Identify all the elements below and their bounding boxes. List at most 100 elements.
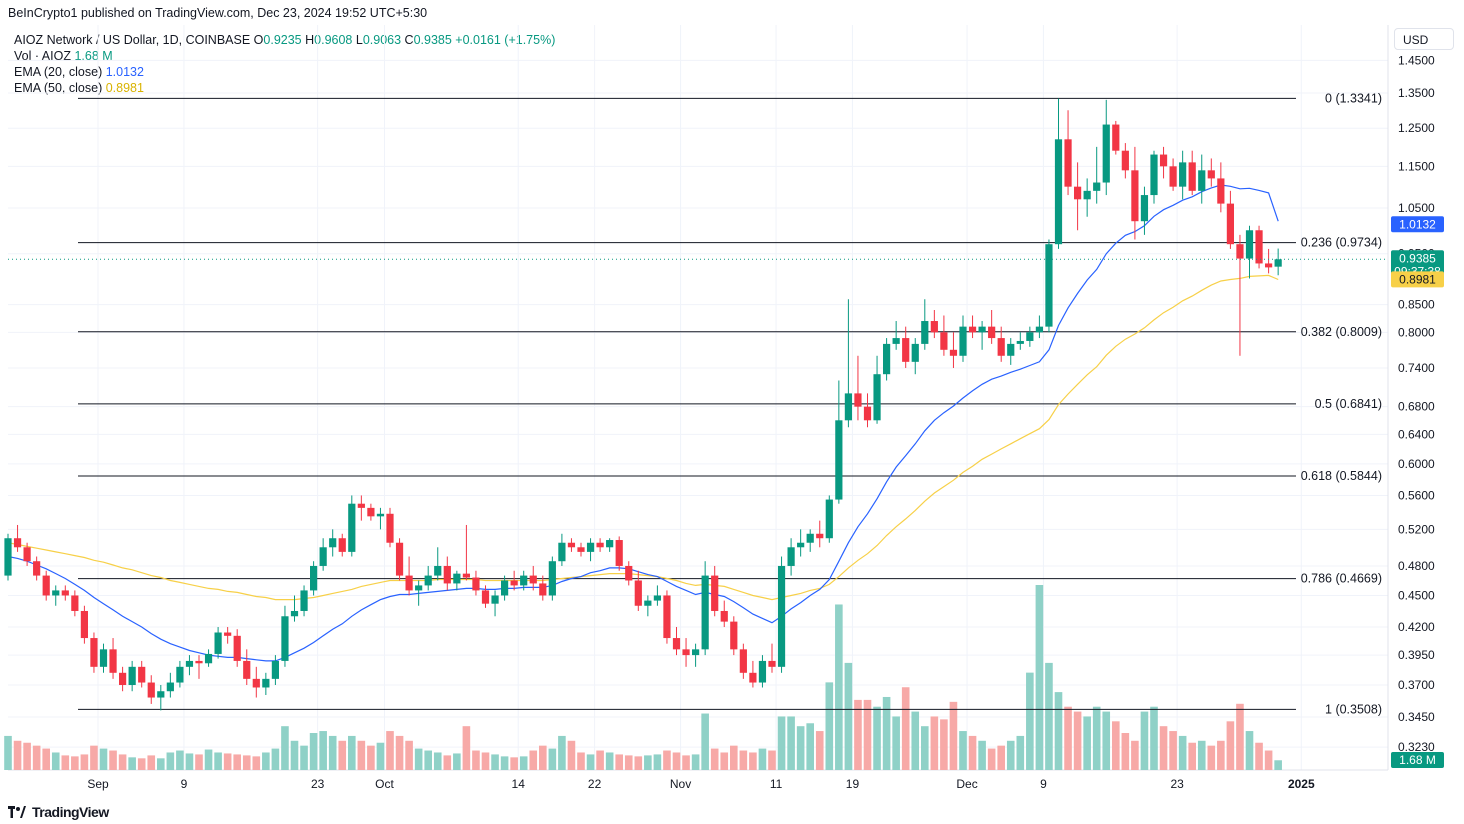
volume-bar (1121, 733, 1130, 770)
time-tick-label: 23 (311, 777, 325, 791)
ema20-badge-text: 1.0132 (1399, 217, 1436, 231)
time-tick-label: 9 (181, 777, 188, 791)
open-value: 0.9235 (263, 33, 302, 47)
volume-bar (1102, 711, 1111, 770)
candle-body (233, 635, 241, 661)
volume-bar (835, 604, 843, 770)
candle-body (539, 583, 547, 596)
volume-bar (1226, 721, 1235, 770)
close-label: C (404, 33, 414, 47)
candle-body (348, 503, 356, 552)
volume-bar (968, 735, 977, 770)
volume-badge-box (1391, 752, 1444, 768)
volume-bar (443, 755, 452, 770)
legend-volume-row[interactable]: Vol · AIOZ 1.68 M (14, 48, 555, 64)
ema20-badge-box (1391, 216, 1444, 233)
candle-body (491, 595, 499, 604)
candle-body (663, 595, 671, 639)
candle-body (606, 540, 614, 548)
candle-body (711, 575, 719, 611)
candle-body (739, 649, 747, 673)
low-value: 0.9063 (362, 33, 402, 47)
candle-body (997, 338, 1005, 356)
volume-bar (730, 745, 738, 770)
volume-bar (433, 752, 442, 770)
published-line: BeInCrypto1 published on TradingView.com… (8, 6, 428, 20)
price-tick-label: 0.3700 (1398, 678, 1435, 692)
volume-bar (539, 745, 547, 770)
volume-bar (806, 723, 814, 770)
candle-body (653, 595, 661, 601)
volume-bar (739, 750, 748, 770)
candle-body (949, 349, 958, 356)
price-tick-label: 0.6400 (1398, 427, 1435, 441)
volume-bar (376, 742, 385, 770)
candle-body (596, 542, 604, 548)
candle-body (1255, 230, 1263, 264)
price-tick-label: 0.4200 (1398, 620, 1435, 634)
volume-bar (720, 752, 729, 770)
volume-bar (137, 758, 146, 770)
ema50-label: EMA (50, close) (14, 81, 103, 95)
candle-body (930, 321, 938, 333)
candle-body (1102, 124, 1110, 183)
volume-bar (252, 756, 261, 770)
volume-bar (242, 755, 251, 770)
volume-bar (987, 748, 996, 770)
candle-body (33, 561, 41, 576)
candle-body (453, 573, 461, 584)
time-tick-label: 2025 (1288, 777, 1315, 791)
price-tick-label: 0.4800 (1398, 559, 1435, 573)
volume-bar (844, 662, 853, 770)
volume-bar (1064, 706, 1072, 770)
candle-body (1054, 139, 1063, 245)
candle-body (23, 547, 31, 562)
candle-body (329, 538, 337, 548)
volume-bar (128, 757, 136, 770)
price-tick-label: 0.6000 (1398, 457, 1435, 471)
volume-bar (577, 752, 585, 770)
volume-bar (414, 748, 423, 770)
candle-body (80, 610, 88, 639)
volume-bar (166, 752, 175, 770)
volume-bar (1207, 745, 1216, 770)
candle-body (166, 682, 174, 692)
candle-body (357, 503, 365, 508)
volume-bar (214, 752, 222, 770)
candle-body (481, 590, 490, 604)
legend-ema50-row[interactable]: EMA (50, close) 0.8981 (14, 80, 555, 96)
candle-body (692, 649, 700, 656)
candle-body (634, 580, 642, 606)
candle-body (902, 338, 910, 362)
candle-body (195, 660, 203, 664)
volume-bar (23, 742, 31, 770)
candle-body (615, 540, 623, 566)
fib-label: 0.618 (0.5844) (1301, 469, 1382, 483)
volume-bar (1140, 711, 1149, 770)
legend-ema20-row[interactable]: EMA (20, close) 1.0132 (14, 64, 555, 80)
time-tick-label: 11 (770, 777, 783, 791)
volume-bar (80, 754, 89, 770)
volume-bar (605, 752, 614, 770)
symbol-name[interactable]: AIOZ Network / US Dollar, 1D, COINBASE (14, 33, 251, 47)
candle-body (395, 542, 404, 576)
price-tick-label: 0.3230 (1398, 740, 1435, 754)
volume-bar (500, 756, 509, 770)
volume-bar (1083, 716, 1091, 770)
candle-body (1274, 259, 1282, 267)
volume-badge-text: 1.68 M (1399, 753, 1436, 767)
volume-bar (1178, 735, 1187, 770)
price-tick-label: 0.3950 (1398, 648, 1435, 662)
footer-brand: TradingView (32, 804, 109, 820)
volume-bar (519, 756, 528, 770)
candle-body (644, 600, 652, 606)
candle-body (310, 565, 318, 591)
volume-bar (1092, 706, 1101, 770)
currency-selector[interactable]: USD (1394, 28, 1454, 50)
volume-bar (940, 719, 948, 770)
volume-bar (510, 757, 518, 770)
volume-bar (558, 735, 566, 770)
volume-bar (825, 682, 834, 770)
candle-body (835, 420, 843, 500)
